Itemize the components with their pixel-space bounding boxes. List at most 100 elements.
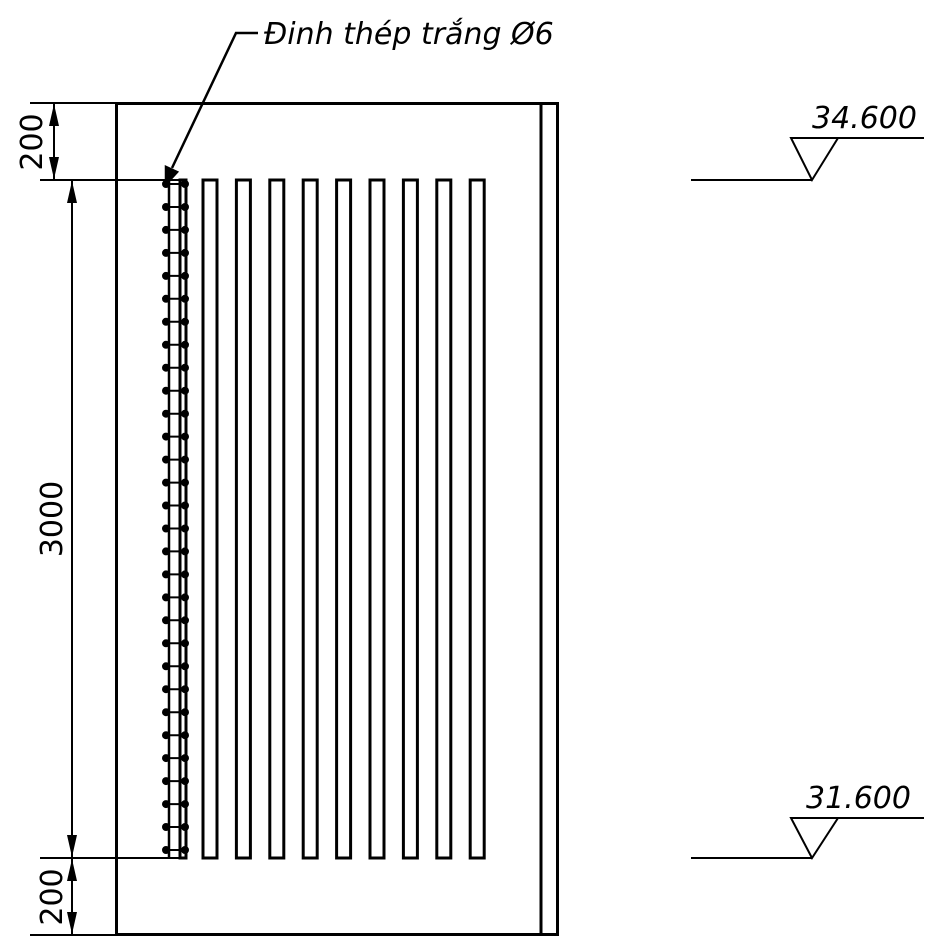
- leader-arrowhead: [164, 165, 180, 188]
- leader-line: [170, 31, 258, 169]
- nail-pair: [162, 478, 189, 487]
- nail-pair: [162, 754, 189, 763]
- nail-dot: [162, 708, 170, 717]
- panel-outline: [115, 102, 559, 936]
- nail-dot: [162, 271, 170, 280]
- nail-dot: [181, 225, 189, 234]
- nail-dot: [181, 271, 189, 280]
- nail-dot: [162, 777, 170, 786]
- callout-label: Đinh thép trắng Ø6: [264, 17, 554, 52]
- nail-dot: [181, 570, 189, 579]
- slat: [401, 178, 419, 860]
- nail-dot: [162, 203, 170, 211]
- nail-dot: [181, 662, 189, 671]
- nail-pair: [162, 203, 189, 211]
- nail-dot: [162, 685, 170, 694]
- elevation-marker-upper: [691, 137, 924, 183]
- nail-pair: [162, 432, 189, 441]
- nail-pair: [162, 363, 189, 372]
- nail-dot: [181, 386, 189, 395]
- nail-dot: [181, 731, 189, 740]
- nail-pair: [162, 248, 189, 257]
- nail-dot: [162, 478, 170, 487]
- callout-leader: [164, 31, 258, 188]
- nail-dot: [162, 432, 170, 441]
- nail-pair: [162, 340, 189, 349]
- nail-dot: [162, 524, 170, 533]
- nail-dot: [162, 662, 170, 671]
- nail-dot: [181, 203, 189, 211]
- dim-arrow: [67, 181, 77, 203]
- slat-group: [178, 178, 486, 860]
- nail-pair: [162, 294, 189, 303]
- nail-dot: [162, 639, 170, 648]
- nail-dot: [162, 409, 170, 418]
- nail-dot: [181, 524, 189, 533]
- nail-pair: [162, 685, 189, 694]
- nail-pair: [162, 225, 189, 234]
- nail-dot: [181, 180, 189, 188]
- nail-dot: [181, 409, 189, 418]
- nail-pair: [162, 501, 189, 510]
- nail-dot: [181, 363, 189, 372]
- nail-dot: [181, 248, 189, 257]
- dim-arrow: [67, 835, 77, 857]
- dim-text-top: 200: [15, 113, 50, 170]
- nail-pair: [162, 570, 189, 579]
- nail-dot: [181, 685, 189, 694]
- dimension-lines: [30, 102, 180, 936]
- slat: [335, 178, 353, 860]
- dim-arrow: [49, 157, 59, 179]
- nail-dot: [162, 754, 170, 763]
- nail-dot: [162, 731, 170, 740]
- nail-pair: [162, 386, 189, 395]
- nail-pair: [162, 823, 189, 831]
- nail-dot: [181, 800, 189, 809]
- nail-pair: [162, 455, 189, 464]
- slat: [368, 178, 386, 860]
- nail-dot: [181, 501, 189, 510]
- nail-dot: [181, 547, 189, 556]
- slat: [301, 178, 319, 860]
- nail-pair: [162, 800, 189, 809]
- nail-dot: [181, 432, 189, 441]
- slat: [234, 178, 252, 860]
- nail-dot: [162, 593, 170, 602]
- nail-pair: [162, 593, 189, 602]
- elevation-label-lower: 31.600: [806, 781, 911, 816]
- nail-dot: [181, 294, 189, 303]
- nail-dot: [162, 616, 170, 625]
- nail-pair: [162, 524, 189, 533]
- nail-dot: [181, 639, 189, 648]
- nail-pair: [162, 639, 189, 648]
- nail-dot: [162, 340, 170, 349]
- nail-dot: [162, 225, 170, 234]
- elevation-label-upper: 34.600: [812, 101, 917, 136]
- nail-dot: [162, 501, 170, 510]
- nail-dot: [181, 777, 189, 786]
- nail-pair: [162, 409, 189, 418]
- slat: [435, 178, 453, 860]
- nail-dot: [162, 570, 170, 579]
- panel-frame: [115, 102, 559, 936]
- elevation-marker-lower: [691, 817, 924, 860]
- nail-pair: [162, 708, 189, 717]
- elevation-triangle: [789, 817, 840, 860]
- slat: [468, 178, 486, 860]
- nail-pair: [162, 662, 189, 671]
- nail-pair: [162, 317, 189, 326]
- nail-dot: [181, 455, 189, 464]
- nail-dot: [181, 754, 189, 763]
- nail-pair: [162, 846, 189, 854]
- elevation-triangle: [789, 137, 840, 183]
- nail-dot: [162, 547, 170, 556]
- dim-text-middle: 3000: [35, 481, 70, 557]
- nail-dot: [181, 593, 189, 602]
- dim-arrow: [67, 859, 77, 881]
- slat: [201, 178, 219, 860]
- nail-dot: [162, 455, 170, 464]
- nail-dot: [162, 294, 170, 303]
- dim-arrow: [67, 912, 77, 934]
- nail-pair: [162, 616, 189, 625]
- nail-dot: [162, 317, 170, 326]
